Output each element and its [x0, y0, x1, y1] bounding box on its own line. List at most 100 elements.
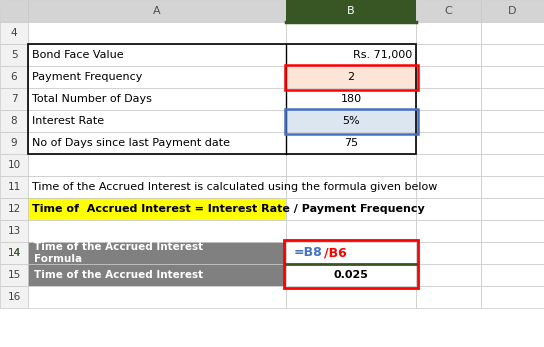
Bar: [286, 220, 416, 242]
Bar: [0, 88, 28, 110]
Text: Total Number of Days: Total Number of Days: [32, 94, 152, 104]
Bar: [481, 44, 544, 66]
Bar: [286, 0, 416, 22]
Bar: [416, 132, 481, 154]
Text: Bond Face Value: Bond Face Value: [32, 50, 123, 60]
Text: Formula: Formula: [34, 254, 82, 263]
Bar: [28, 22, 286, 44]
Text: D: D: [508, 6, 517, 16]
Text: 2: 2: [348, 72, 355, 82]
Bar: [0, 198, 28, 220]
Bar: [481, 88, 544, 110]
Bar: [416, 176, 481, 198]
Bar: [0, 220, 28, 242]
Bar: [28, 242, 286, 264]
Bar: [28, 110, 286, 132]
Bar: [481, 220, 544, 242]
Bar: [285, 109, 417, 134]
Bar: [286, 110, 416, 132]
Bar: [286, 198, 416, 220]
Bar: [286, 44, 416, 66]
Bar: [416, 220, 481, 242]
Bar: [416, 264, 481, 286]
Bar: [286, 264, 416, 286]
Text: Time of  Accrued Interest = Interest Rate / Payment Frequency: Time of Accrued Interest = Interest Rate…: [32, 204, 425, 214]
Text: 15: 15: [8, 270, 21, 280]
Bar: [28, 0, 286, 22]
Text: =B8: =B8: [294, 246, 323, 260]
Bar: [416, 22, 481, 44]
Bar: [28, 132, 286, 154]
Bar: [481, 242, 544, 264]
Text: 14: 14: [8, 248, 21, 258]
Text: Time of the Accrued Interest: Time of the Accrued Interest: [34, 270, 203, 280]
Bar: [0, 242, 28, 264]
Bar: [0, 44, 28, 66]
Bar: [0, 154, 28, 176]
Bar: [286, 132, 416, 154]
Text: 0.025: 0.025: [333, 270, 368, 280]
Text: /B6: /B6: [324, 246, 347, 260]
Bar: [481, 264, 544, 286]
Bar: [28, 198, 286, 220]
Text: 11: 11: [8, 182, 21, 192]
Bar: [0, 22, 28, 44]
Bar: [0, 110, 28, 132]
Text: 4: 4: [11, 28, 17, 38]
Bar: [0, 132, 28, 154]
Bar: [416, 110, 481, 132]
Bar: [481, 110, 544, 132]
Bar: [28, 66, 286, 88]
Bar: [416, 66, 481, 88]
Bar: [0, 0, 28, 22]
Text: 10: 10: [8, 160, 21, 170]
Bar: [286, 242, 416, 264]
Text: 16: 16: [8, 292, 21, 302]
Bar: [0, 286, 28, 308]
Bar: [28, 154, 286, 176]
Text: 180: 180: [341, 94, 362, 104]
Bar: [28, 44, 286, 66]
Bar: [481, 22, 544, 44]
Bar: [481, 154, 544, 176]
Bar: [286, 66, 416, 88]
Bar: [481, 198, 544, 220]
Bar: [481, 66, 544, 88]
Text: Rs. 71,000: Rs. 71,000: [353, 50, 412, 60]
Bar: [286, 176, 416, 198]
Bar: [481, 176, 544, 198]
Text: A: A: [153, 6, 161, 16]
Bar: [286, 154, 416, 176]
Bar: [28, 88, 286, 110]
Bar: [416, 286, 481, 308]
Text: Time of the Accrued Interest is calculated using the formula given below: Time of the Accrued Interest is calculat…: [32, 182, 437, 192]
Text: C: C: [444, 6, 453, 16]
Bar: [286, 286, 416, 308]
Bar: [28, 286, 286, 308]
Bar: [0, 176, 28, 198]
Bar: [416, 88, 481, 110]
Text: 14: 14: [8, 248, 21, 258]
Text: 6: 6: [11, 72, 17, 82]
Bar: [481, 0, 544, 22]
Bar: [0, 66, 28, 88]
Bar: [481, 132, 544, 154]
Text: 7: 7: [11, 94, 17, 104]
Bar: [416, 242, 481, 264]
Bar: [28, 44, 416, 154]
Text: 8: 8: [11, 116, 17, 126]
Text: Interest Rate: Interest Rate: [32, 116, 104, 126]
Bar: [0, 264, 28, 286]
Bar: [416, 44, 481, 66]
Bar: [416, 198, 481, 220]
Text: 5%: 5%: [342, 116, 360, 126]
Text: Time of the Accrued Interest: Time of the Accrued Interest: [34, 243, 203, 253]
Bar: [285, 65, 417, 90]
Text: 12: 12: [8, 204, 21, 214]
Text: 75: 75: [344, 138, 358, 148]
Bar: [28, 220, 286, 242]
Bar: [481, 286, 544, 308]
Bar: [416, 154, 481, 176]
Bar: [416, 0, 481, 22]
Bar: [286, 22, 416, 44]
